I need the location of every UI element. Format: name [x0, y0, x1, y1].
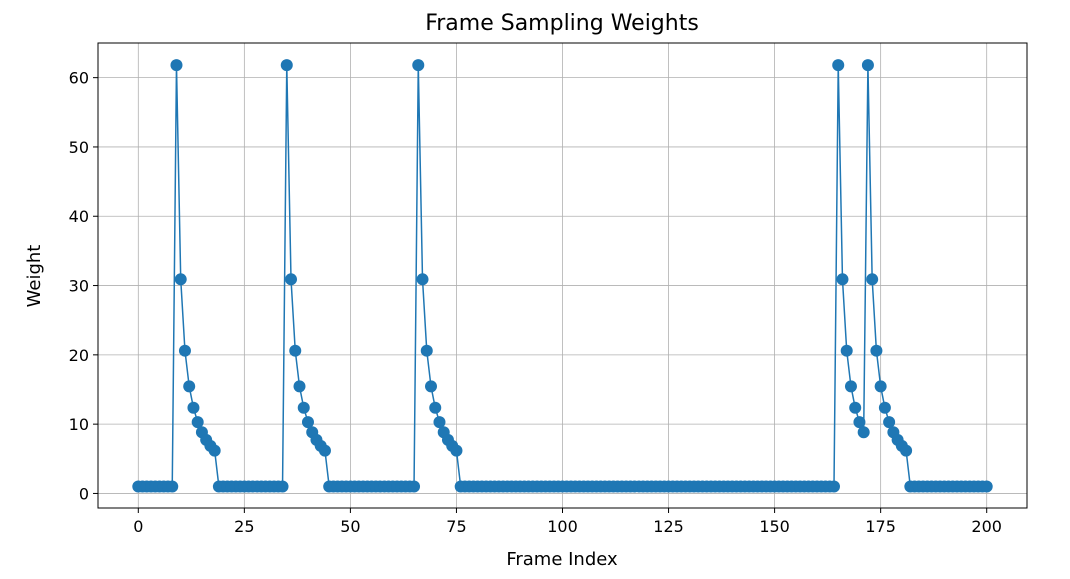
data-point	[170, 59, 183, 72]
x-tick-label: 0	[133, 517, 143, 536]
data-point	[866, 273, 879, 286]
data-point	[318, 444, 331, 457]
data-point	[883, 416, 896, 429]
data-point	[297, 401, 310, 414]
data-point	[827, 480, 840, 493]
x-axis-label: Frame Index	[506, 549, 618, 570]
y-tick-label: 0	[79, 484, 89, 503]
data-point	[276, 480, 289, 493]
y-tick-label: 20	[69, 346, 89, 365]
data-point	[836, 273, 849, 286]
data-point	[174, 273, 187, 286]
x-tick-label: 175	[865, 517, 896, 536]
grid	[98, 43, 1027, 508]
data-point	[178, 344, 191, 357]
data-point	[849, 401, 862, 414]
y-axis: 0 10 20 30 40 50 60	[69, 69, 98, 503]
data-point	[293, 380, 306, 393]
data-point	[878, 401, 891, 414]
x-tick-label: 50	[340, 517, 360, 536]
data-point	[301, 416, 314, 429]
data-point	[280, 59, 293, 72]
y-tick-label: 10	[69, 415, 89, 434]
data-point	[289, 344, 302, 357]
data-point	[208, 444, 221, 457]
data-point	[840, 344, 853, 357]
data-point	[870, 344, 883, 357]
data-point	[874, 380, 887, 393]
x-axis: 0 25 50 75 100 125 150 175 200	[133, 508, 1002, 536]
x-tick-label: 150	[759, 517, 790, 536]
data-point	[183, 380, 196, 393]
data-point	[166, 480, 179, 493]
y-tick-label: 60	[69, 69, 89, 88]
y-tick-label: 40	[69, 207, 89, 226]
x-tick-label: 25	[234, 517, 254, 536]
y-tick-label: 30	[69, 277, 89, 296]
data-point	[844, 380, 857, 393]
data-point	[412, 59, 425, 72]
data-point	[191, 416, 204, 429]
data-point	[853, 416, 866, 429]
data-point	[832, 59, 845, 72]
data-point	[450, 444, 463, 457]
data-point	[408, 480, 421, 493]
x-tick-label: 200	[971, 517, 1002, 536]
x-tick-label: 125	[653, 517, 684, 536]
data-point	[900, 444, 913, 457]
series-line	[132, 59, 993, 493]
x-tick-label: 75	[446, 517, 466, 536]
data-point	[187, 401, 200, 414]
data-point	[857, 426, 870, 439]
data-point	[429, 401, 442, 414]
data-point	[980, 480, 993, 493]
data-point	[416, 273, 429, 286]
data-point	[425, 380, 437, 393]
data-point	[420, 344, 433, 357]
chart-title: Frame Sampling Weights	[425, 11, 699, 36]
x-tick-label: 100	[547, 517, 578, 536]
data-point	[861, 59, 874, 72]
data-point	[285, 273, 298, 286]
y-axis-label: Weight	[24, 245, 45, 308]
data-point	[433, 416, 446, 429]
y-tick-label: 50	[69, 138, 89, 157]
